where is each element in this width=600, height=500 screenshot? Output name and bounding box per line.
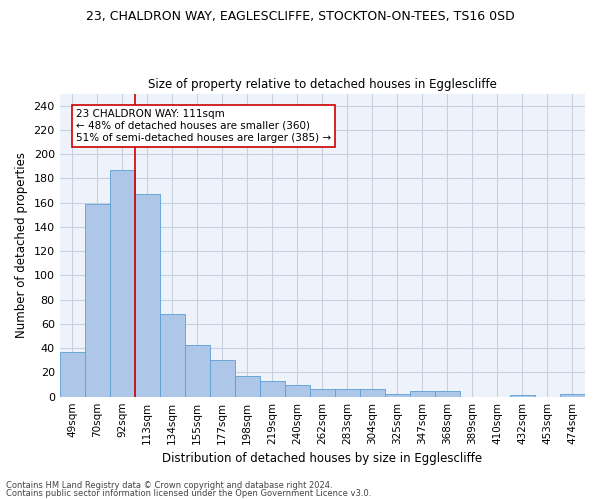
Bar [110,170,135,396]
Text: 23, CHALDRON WAY, EAGLESCLIFFE, STOCKTON-ON-TEES, TS16 0SD: 23, CHALDRON WAY, EAGLESCLIFFE, STOCKTON… [86,10,514,23]
Bar [260,381,285,396]
Bar [560,394,585,396]
Bar [335,390,360,396]
Text: Contains HM Land Registry data © Crown copyright and database right 2024.: Contains HM Land Registry data © Crown c… [6,480,332,490]
X-axis label: Distribution of detached houses by size in Egglescliffe: Distribution of detached houses by size … [162,452,482,465]
Title: Size of property relative to detached houses in Egglescliffe: Size of property relative to detached ho… [148,78,497,91]
Bar [310,390,335,396]
Bar [385,394,410,396]
Text: Contains public sector information licensed under the Open Government Licence v3: Contains public sector information licen… [6,489,371,498]
Y-axis label: Number of detached properties: Number of detached properties [15,152,28,338]
Bar [160,314,185,396]
Bar [185,344,210,397]
Bar [85,204,110,396]
Bar [285,384,310,396]
Bar [210,360,235,396]
Bar [135,194,160,396]
Text: 23 CHALDRON WAY: 111sqm
← 48% of detached houses are smaller (360)
51% of semi-d: 23 CHALDRON WAY: 111sqm ← 48% of detache… [76,110,331,142]
Bar [59,352,85,397]
Bar [235,376,260,396]
Bar [360,390,385,396]
Bar [410,390,435,396]
Bar [435,390,460,396]
